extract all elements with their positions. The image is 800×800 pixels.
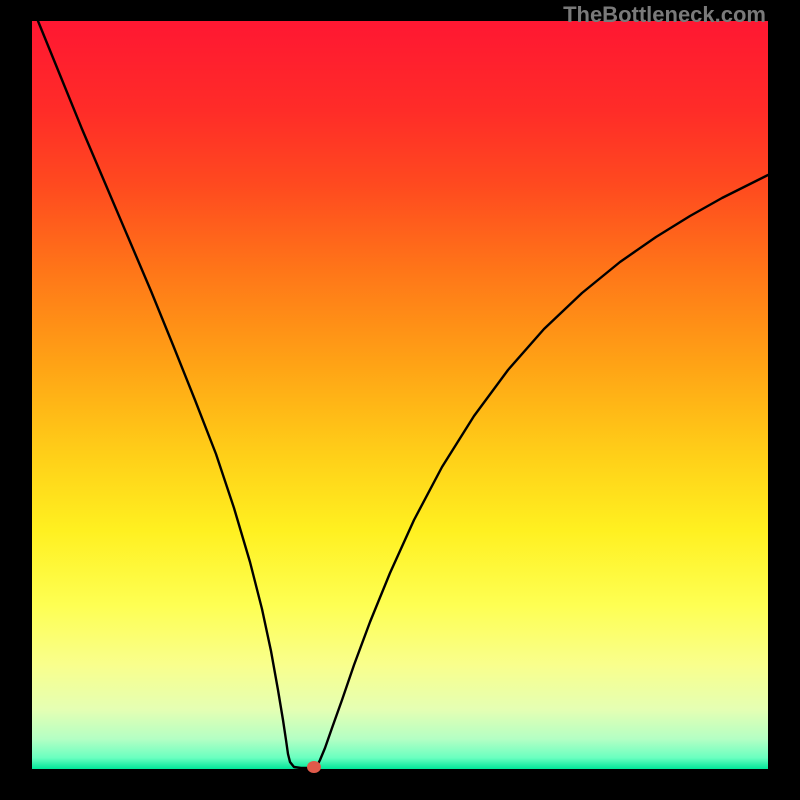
chart-container: TheBottleneck.com — [0, 0, 800, 800]
watermark-text: TheBottleneck.com — [563, 2, 766, 28]
plot-area — [32, 21, 768, 769]
